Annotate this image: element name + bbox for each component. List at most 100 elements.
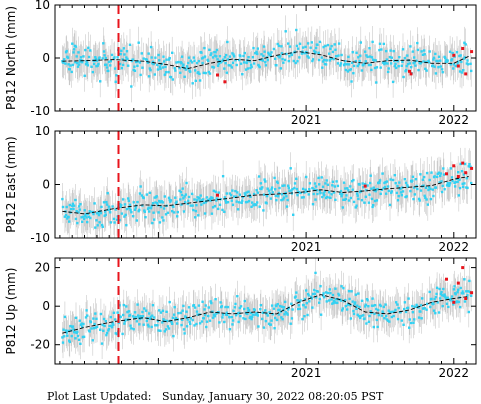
data-point <box>456 180 459 183</box>
data-point <box>428 178 431 182</box>
data-point <box>149 45 153 49</box>
data-point <box>355 192 359 195</box>
data-point <box>135 320 138 323</box>
data-point <box>122 313 125 317</box>
data-point <box>131 215 135 218</box>
data-point <box>226 58 230 61</box>
data-point <box>225 71 228 74</box>
data-point <box>403 178 407 181</box>
data-point <box>381 310 384 313</box>
data-point <box>244 68 248 71</box>
data-point <box>272 307 276 310</box>
data-point <box>319 192 322 195</box>
data-point <box>436 301 439 304</box>
data-point <box>437 311 441 314</box>
data-point <box>68 68 71 71</box>
x-tick-labels: 2021 2022 <box>291 366 469 380</box>
data-point <box>264 309 267 312</box>
data-point <box>424 196 427 199</box>
footer-label: Plot Last Updated: <box>47 390 152 403</box>
data-point <box>386 62 389 65</box>
data-point <box>441 184 444 188</box>
data-point <box>68 340 71 344</box>
data-point <box>347 199 351 202</box>
data-point <box>275 64 278 67</box>
data-point <box>119 315 122 319</box>
data-point <box>386 70 390 74</box>
y-tick-label: 0 <box>42 299 50 313</box>
data-point <box>373 66 377 70</box>
data-point <box>340 195 343 198</box>
data-point <box>151 60 155 64</box>
data-point <box>331 180 335 183</box>
data-point <box>84 48 87 52</box>
data-point <box>280 316 283 319</box>
data-point <box>403 56 407 60</box>
data-point <box>460 292 464 295</box>
data-point <box>411 179 414 182</box>
data-point <box>93 202 96 205</box>
data-point <box>119 205 122 208</box>
data-point <box>381 61 385 64</box>
data-point <box>75 55 78 58</box>
data-point <box>381 311 385 314</box>
data-point <box>442 167 445 170</box>
data-point <box>436 59 439 63</box>
data-point <box>181 187 184 190</box>
data-point <box>244 201 248 204</box>
data-point <box>189 322 192 325</box>
data-point <box>261 59 264 62</box>
data-point <box>171 316 174 319</box>
data-point <box>124 318 127 321</box>
data-point <box>150 204 153 208</box>
data-point <box>378 181 381 184</box>
data-point <box>442 173 446 176</box>
data-point <box>92 62 96 66</box>
y-tick-labels: -20 0 20 <box>30 261 50 352</box>
data-point <box>303 315 306 318</box>
data-point <box>165 58 168 61</box>
data-point <box>422 49 426 52</box>
data-point <box>435 292 438 296</box>
axis-ticks <box>55 258 476 364</box>
data-point <box>419 189 423 192</box>
data-point <box>187 61 190 65</box>
data-point <box>390 62 393 65</box>
data-point <box>320 56 323 59</box>
data-point <box>354 301 357 304</box>
data-point <box>151 304 155 307</box>
data-point <box>108 324 111 328</box>
data-point <box>366 55 369 59</box>
data-point <box>402 323 405 326</box>
data-point <box>153 73 156 76</box>
data-point <box>400 194 403 197</box>
data-point <box>376 187 379 191</box>
data-point <box>105 333 108 337</box>
data-point <box>350 290 353 293</box>
data-point <box>271 191 274 194</box>
data-point <box>86 64 89 67</box>
recent-point <box>452 300 456 304</box>
data-point <box>266 187 269 190</box>
data-point <box>330 193 333 196</box>
data-point <box>123 322 126 325</box>
data-point <box>283 58 287 62</box>
data-point <box>203 46 206 50</box>
data-point <box>290 52 293 55</box>
data-point <box>328 52 331 55</box>
data-point <box>344 305 348 308</box>
data-point <box>244 194 247 197</box>
data-point <box>215 199 218 202</box>
data-point <box>252 46 255 50</box>
data-point <box>111 321 114 324</box>
data-point <box>164 328 168 331</box>
data-point <box>467 310 470 314</box>
data-point <box>427 188 430 192</box>
data-point <box>362 186 365 189</box>
data-point <box>366 184 369 187</box>
panel-east: -10 0 10 2021 2022 P812 East (mm) <box>4 124 477 254</box>
data-point <box>158 65 161 68</box>
data-point <box>243 51 246 55</box>
data-point <box>295 44 299 48</box>
